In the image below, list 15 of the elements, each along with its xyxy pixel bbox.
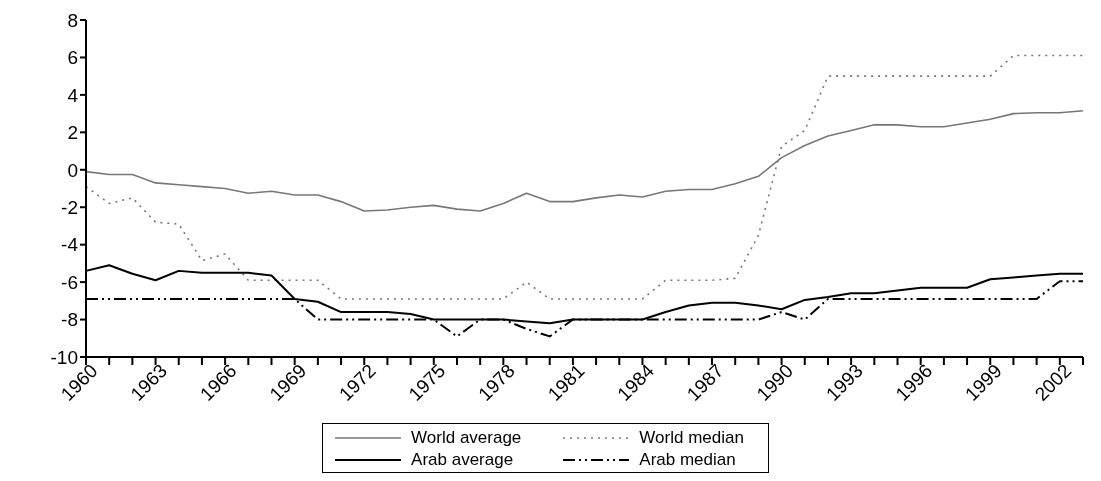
y-tick-label: -6 <box>61 271 78 293</box>
legend-label: World average <box>411 428 522 448</box>
legend-label: World median <box>639 428 744 448</box>
legend-label: Arab median <box>639 450 736 470</box>
y-tick-label: 8 <box>67 9 78 31</box>
y-tick-label: -2 <box>61 196 78 218</box>
y-tick-label: -8 <box>61 309 78 331</box>
line-series <box>85 54 1084 300</box>
y-tick-label: -4 <box>61 234 79 256</box>
y-tick-label: 2 <box>67 122 78 144</box>
legend-label: Arab average <box>411 450 514 470</box>
y-tick-label: -10 <box>50 346 78 368</box>
y-tick-label: 6 <box>67 47 78 69</box>
y-tick-label: 4 <box>67 84 79 106</box>
y-tick-label: 0 <box>67 159 78 181</box>
